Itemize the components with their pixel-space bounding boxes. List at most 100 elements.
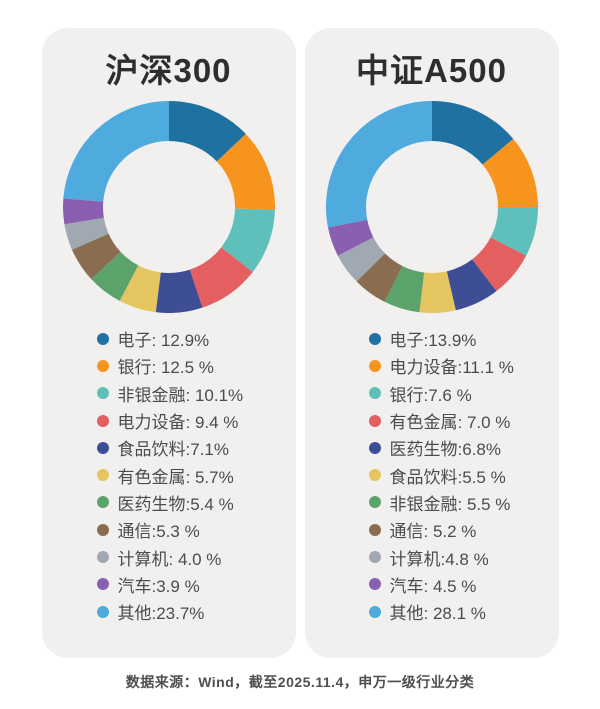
legend-label: 非银金融: 5.5 % (389, 494, 511, 514)
legend-item-通信: 通信:5.3 % (96, 516, 296, 543)
legend-label: 银行: 12.5 % (117, 358, 214, 378)
donut-slice-银行 (216, 133, 275, 210)
legend-label: 计算机:4.8 % (389, 549, 489, 569)
legend-color-dot (96, 441, 109, 454)
legend-item-非银金融: 非银金融: 10.1% (96, 380, 296, 407)
legend-color-dot (96, 359, 109, 372)
legend-label: 其他: 28.1 % (389, 604, 486, 624)
donut-slice-有色金属 (471, 237, 526, 292)
legend-color-dot (368, 332, 381, 345)
legend-color-dot (96, 496, 109, 509)
legend-color-dot (368, 414, 381, 427)
donut-slice-计算机 (337, 237, 385, 282)
legend-color-dot (368, 387, 381, 400)
legend-color-dot (368, 578, 381, 591)
donut-slice-计算机 (63, 217, 109, 250)
donut-slice-银行 (490, 207, 538, 256)
donut-chart-hs300 (62, 101, 275, 313)
chart-title-hs300: 沪深300 (105, 52, 232, 89)
legend-item-电力设备: 电力设备:11.1 % (368, 352, 559, 379)
legend-item-有色金属: 有色金属: 7.0 % (368, 407, 559, 434)
legend-a500: 电子:13.9% 电力设备:11.1 % 银行:7.6 % 有色金属: 7.0 % 医药… (305, 325, 559, 625)
legend-item-计算机: 计算机:4.8 % (368, 543, 559, 570)
legend-color-dot (368, 359, 381, 372)
donut-slice-医药生物 (90, 251, 138, 301)
card-hs300: 沪深300 电子: 12.9% 银行: 12.5 % 非银金融: 10.1% 电力设备… (41, 28, 296, 658)
legend-item-非银金融: 非银金融: 5.5 % (368, 489, 559, 516)
legend-item-食品饮料: 食品饮料:7.1% (96, 434, 296, 461)
legend-color-dot (96, 332, 109, 345)
legend-item-银行: 银行:7.6 % (368, 380, 559, 407)
legend-label: 电力设备:11.1 % (389, 358, 514, 378)
cards-row: 沪深300 电子: 12.9% 银行: 12.5 % 非银金融: 10.1% 电力设备… (41, 28, 559, 658)
donut-slice-通信 (356, 253, 402, 302)
legend-color-dot (368, 551, 381, 564)
legend-label: 汽车:3.9 % (117, 576, 200, 596)
legend-color-dot (368, 523, 381, 536)
legend-item-计算机: 计算机: 4.0 % (96, 543, 296, 570)
legend-hs300: 电子: 12.9% 银行: 12.5 % 非银金融: 10.1% 电力设备: 9.4 … (42, 325, 296, 625)
donut-wrap (305, 101, 559, 313)
legend-item-银行: 银行: 12.5 % (96, 352, 296, 379)
legend-color-dot (96, 469, 109, 482)
data-source-note: 数据来源：Wind，截至2025.11.4，申万一级行业分类 (125, 674, 475, 690)
legend-label: 医药生物:6.8% (389, 440, 501, 460)
legend-label: 食品饮料:5.5 % (389, 467, 506, 487)
donut-slice-食品饮料 (418, 271, 456, 313)
donut-slice-有色金属 (119, 265, 161, 313)
legend-label: 通信: 5.2 % (389, 522, 477, 542)
legend-color-dot (96, 605, 109, 618)
legend-item-电力设备: 电力设备: 9.4 % (96, 407, 296, 434)
legend-color-dot (368, 441, 381, 454)
legend-color-dot (96, 551, 109, 564)
donut-slice-其他 (62, 101, 169, 202)
legend-color-dot (96, 578, 109, 591)
legend-item-食品饮料: 食品饮料:5.5 % (368, 461, 559, 488)
legend-item-医药生物: 医药生物:5.4 % (96, 489, 296, 516)
legend-label: 通信:5.3 % (117, 522, 200, 542)
legend-label: 计算机: 4.0 % (117, 549, 222, 569)
legend-label: 电子: 12.9% (117, 331, 210, 351)
card-a500: 中证A500 电子:13.9% 电力设备:11.1 % 银行:7.6 % 有色金属: … (304, 28, 559, 658)
legend-item-电子: 电子:13.9% (368, 325, 559, 352)
donut-slice-电力设备 (189, 247, 253, 308)
donut-slice-非银金融 (220, 208, 275, 272)
donut-wrap (42, 101, 296, 313)
legend-color-dot (368, 605, 381, 618)
legend-label: 其他:23.7% (117, 604, 205, 624)
legend-label: 汽车: 4.5 % (389, 576, 477, 596)
chart-title-a500: 中证A500 (356, 52, 507, 89)
donut-slice-其他 (325, 101, 432, 228)
legend-color-dot (96, 387, 109, 400)
legend-label: 医药生物:5.4 % (117, 494, 234, 514)
donut-slice-医药生物 (446, 259, 496, 311)
donut-chart-a500 (325, 101, 538, 313)
legend-item-医药生物: 医药生物:6.8% (368, 434, 559, 461)
donut-slice-电子 (431, 101, 513, 165)
donut-slice-食品饮料 (155, 269, 202, 313)
legend-label: 食品饮料:7.1% (117, 440, 229, 460)
legend-item-通信: 通信: 5.2 % (368, 516, 559, 543)
legend-label: 电力设备: 9.4 % (117, 413, 239, 433)
donut-slice-汽车 (327, 219, 373, 256)
legend-item-电子: 电子: 12.9% (96, 325, 296, 352)
legend-color-dot (96, 414, 109, 427)
legend-label: 有色金属: 5.7% (117, 467, 234, 487)
legend-label: 电子:13.9% (389, 331, 477, 351)
legend-item-汽车: 汽车: 4.5 % (368, 571, 559, 598)
legend-color-dot (368, 496, 381, 509)
legend-label: 非银金融: 10.1% (117, 385, 244, 405)
legend-item-汽车: 汽车:3.9 % (96, 571, 296, 598)
donut-slice-汽车 (62, 198, 104, 225)
legend-color-dot (96, 523, 109, 536)
donut-slice-电子 (168, 101, 246, 162)
legend-label: 银行:7.6 % (389, 385, 472, 405)
legend-label: 有色金属: 7.0 % (389, 413, 511, 433)
donut-slice-通信 (71, 233, 121, 280)
donut-slice-非银金融 (383, 265, 424, 313)
legend-color-dot (368, 469, 381, 482)
legend-item-有色金属: 有色金属: 5.7% (96, 461, 296, 488)
legend-item-其他: 其他:23.7% (96, 598, 296, 625)
donut-slice-电力设备 (482, 138, 538, 207)
